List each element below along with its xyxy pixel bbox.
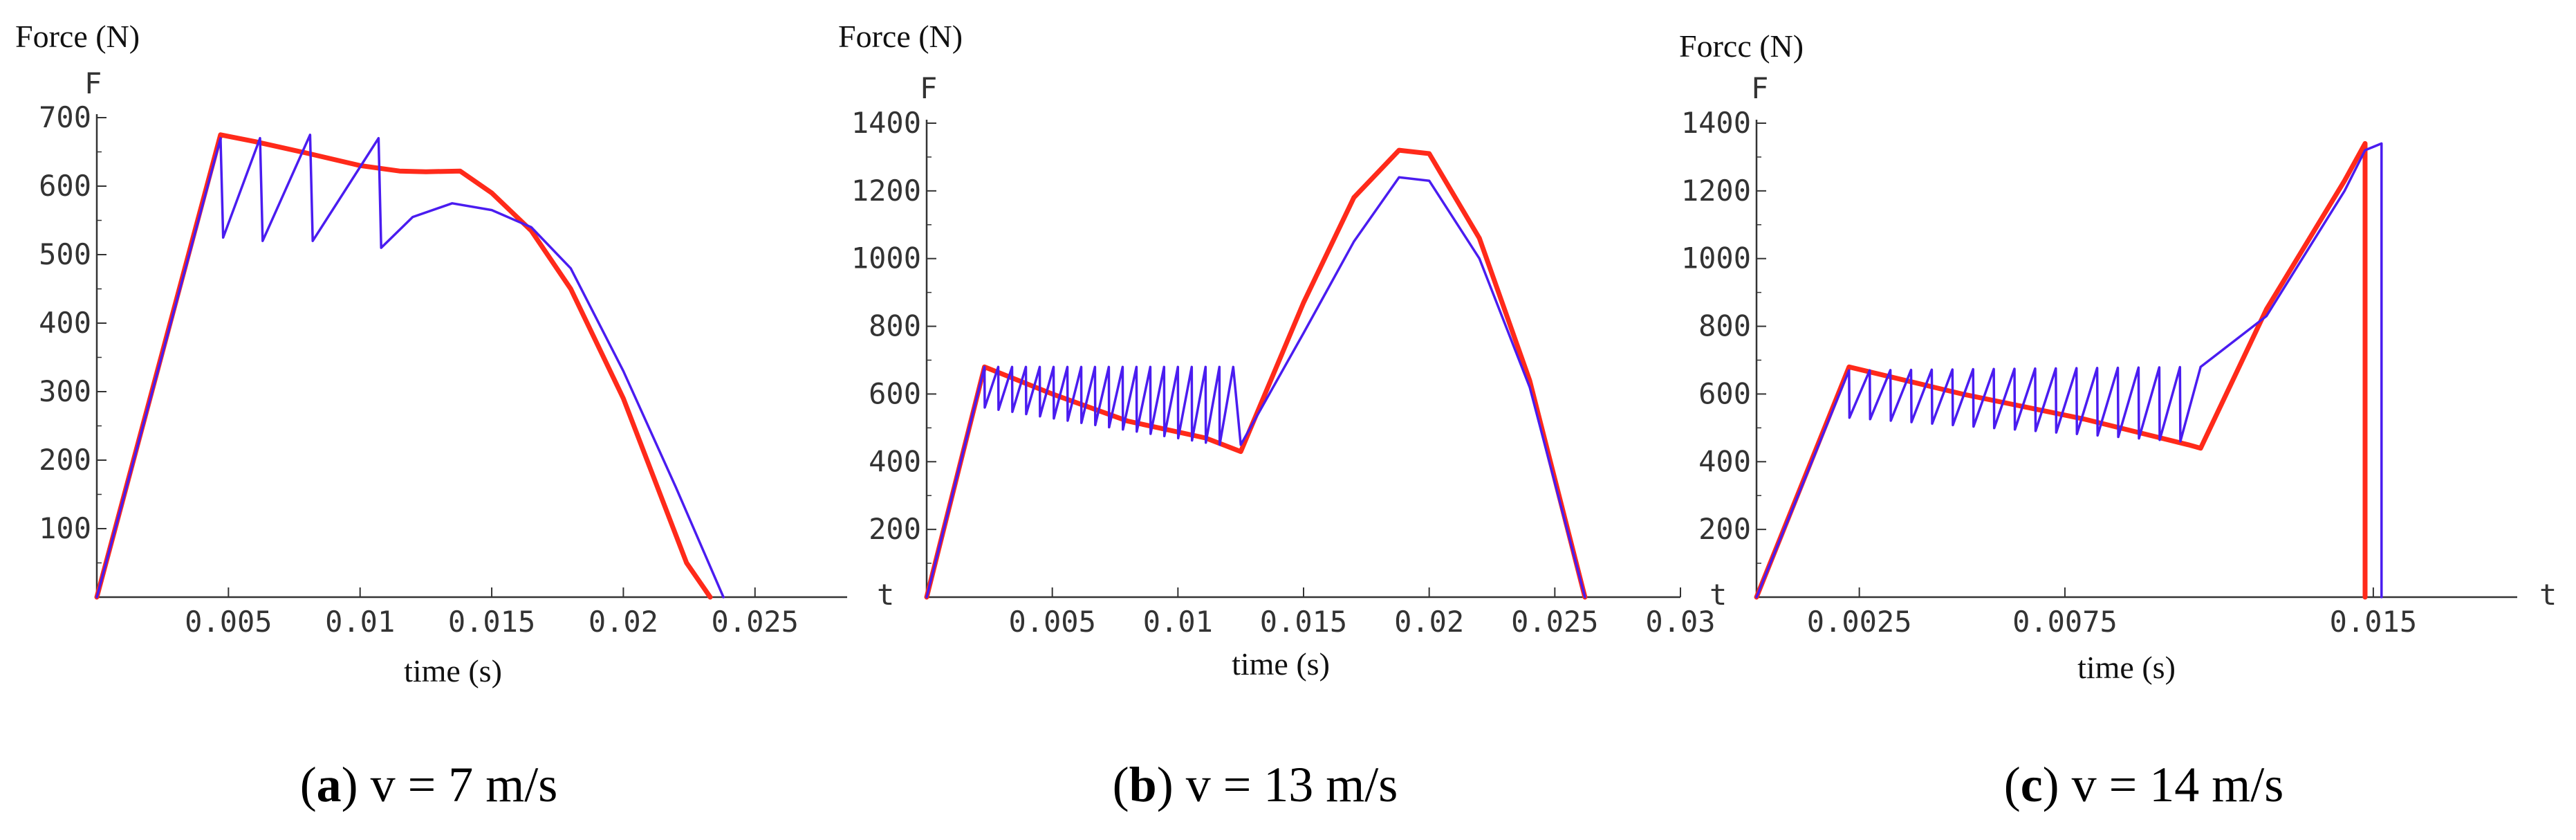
series-thick-line	[94, 132, 713, 600]
x-axis-title: time (s)	[404, 653, 502, 688]
x-tick-label: 0.02	[589, 605, 658, 639]
y-tick-label: 400	[1698, 444, 1751, 478]
y-tick-label: 100	[39, 511, 91, 545]
y-axis-title: Forcc (N)	[1679, 28, 1804, 64]
x-tick-label: 0.005	[1008, 605, 1095, 639]
y-axis-title: Force (N)	[838, 19, 963, 54]
x-tick-label: 0.0025	[1807, 605, 1912, 639]
y-tick-label: 800	[869, 309, 921, 343]
x-tick-label: 0.02	[1394, 605, 1464, 639]
panel-c: Forcc (N) F t t time (s) (c) v = 14 m/s …	[1679, 28, 2557, 812]
caption-letter: c	[2021, 757, 2043, 812]
x-tick-label: 0.015	[2330, 605, 2417, 639]
series-thick-line	[924, 147, 1588, 600]
panel-a: Force (N) F time (s) (a) v = 7 m/s 100 20…	[15, 19, 847, 812]
caption-b: (b) v = 13 m/s	[1113, 757, 1398, 812]
caption-letter: b	[1129, 757, 1157, 812]
x-axis-title: time (s)	[2077, 650, 2176, 685]
x-axis-letter: t	[877, 578, 894, 612]
x-tick-label: 0.03	[1645, 605, 1715, 639]
caption-a: (a) v = 7 m/s	[300, 757, 558, 812]
x-tick-label: 0.025	[1511, 605, 1598, 639]
y-axis-letter: F	[84, 66, 102, 100]
series-thin-line	[95, 134, 725, 599]
y-tick-label: 1400	[851, 106, 921, 140]
caption-text: v = 13 m/s	[1174, 757, 1398, 812]
y-tick-label: 600	[39, 169, 91, 203]
y-tick-label: 200	[869, 512, 921, 546]
y-axis-letter: F	[920, 71, 937, 105]
x-axis-end-letter: t	[2539, 578, 2557, 612]
caption-c: (c) v = 14 m/s	[2004, 757, 2284, 812]
y-tick-label: 500	[39, 237, 91, 271]
x-axis-title: time (s)	[1232, 646, 1330, 682]
series-thin-line	[1755, 142, 2383, 599]
caption-text: v = 14 m/s	[2059, 757, 2284, 812]
caption-letter: a	[317, 757, 342, 812]
y-axis-title: Force (N)	[15, 19, 140, 54]
y-tick-label: 600	[869, 376, 921, 410]
y-tick-label: 800	[1698, 309, 1751, 343]
y-tick-label: 1400	[1681, 106, 1751, 140]
x-tick-label: 0.01	[325, 605, 395, 639]
x-axis-letter: t	[1709, 578, 1727, 612]
panel-b: Force (N) F t time (s) (b) v = 13 m/s 20…	[838, 19, 1716, 812]
y-axis-letter: F	[1751, 71, 1768, 105]
x-tick-label: 0.0075	[2012, 605, 2118, 639]
y-tick-label: 1200	[1681, 174, 1751, 208]
x-tick-label: 0.005	[185, 605, 272, 639]
y-tick-label: 300	[39, 374, 91, 408]
y-tick-label: 400	[39, 306, 91, 340]
x-tick-label: 0.01	[1143, 605, 1213, 639]
series-thin-line	[925, 176, 1586, 599]
x-tick-label: 0.025	[712, 605, 799, 639]
y-tick-label: 1000	[1681, 241, 1751, 275]
y-tick-label: 200	[1698, 512, 1751, 546]
y-tick-label: 1000	[851, 241, 921, 275]
y-tick-label: 400	[869, 444, 921, 478]
y-tick-label: 600	[1698, 376, 1751, 410]
y-tick-label: 1200	[851, 174, 921, 208]
x-tick-label: 0.015	[1260, 605, 1347, 639]
y-tick-label: 700	[39, 100, 91, 134]
x-tick-label: 0.015	[448, 605, 535, 639]
caption-text: v = 7 m/s	[358, 757, 558, 812]
y-tick-label: 200	[39, 443, 91, 477]
